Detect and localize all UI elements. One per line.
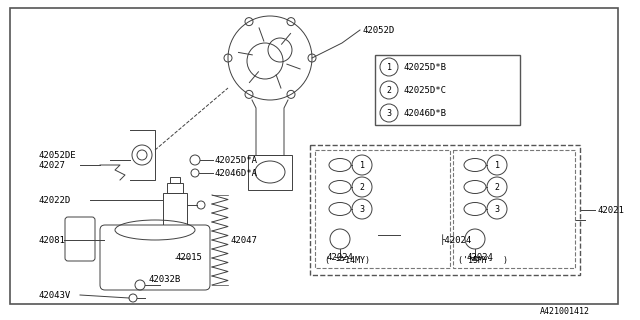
FancyBboxPatch shape bbox=[65, 217, 95, 261]
Text: 1: 1 bbox=[360, 161, 365, 170]
Bar bbox=[310, 145, 580, 275]
Text: 42022D: 42022D bbox=[38, 196, 70, 204]
Text: 3: 3 bbox=[495, 204, 499, 213]
Bar bbox=[453, 150, 575, 268]
Bar bbox=[167, 183, 183, 193]
Text: 42027: 42027 bbox=[38, 161, 65, 170]
Text: A421001412: A421001412 bbox=[540, 308, 590, 316]
Text: ('15MY-  ): ('15MY- ) bbox=[458, 255, 508, 265]
Text: 3: 3 bbox=[360, 204, 365, 213]
Text: 42025D*B: 42025D*B bbox=[403, 62, 446, 71]
Text: 42025D*C: 42025D*C bbox=[403, 85, 446, 94]
Bar bbox=[375, 55, 520, 125]
Text: 42046D*B: 42046D*B bbox=[403, 108, 446, 117]
Text: 1: 1 bbox=[387, 62, 392, 71]
Text: 3: 3 bbox=[387, 108, 392, 117]
Text: 2: 2 bbox=[360, 182, 365, 191]
Text: 1: 1 bbox=[495, 161, 499, 170]
Text: ├42024: ├42024 bbox=[440, 235, 472, 245]
Text: 42043V: 42043V bbox=[38, 291, 70, 300]
Text: 42021: 42021 bbox=[598, 205, 625, 214]
Bar bbox=[170, 177, 180, 183]
Text: 42046D*A: 42046D*A bbox=[214, 169, 257, 178]
Text: 42047: 42047 bbox=[230, 236, 257, 244]
Text: 42025D*A: 42025D*A bbox=[214, 156, 257, 164]
Text: 42081: 42081 bbox=[38, 236, 65, 244]
Text: 2: 2 bbox=[387, 85, 392, 94]
Bar bbox=[163, 193, 187, 231]
Text: 42015: 42015 bbox=[175, 253, 202, 262]
Bar bbox=[248, 155, 292, 190]
Text: 42032B: 42032B bbox=[148, 276, 180, 284]
Bar bbox=[315, 150, 450, 268]
Text: 42052DE: 42052DE bbox=[38, 150, 76, 159]
Text: 42024: 42024 bbox=[467, 253, 493, 262]
Text: ( -'14MY): ( -'14MY) bbox=[325, 255, 370, 265]
Text: 42024: 42024 bbox=[326, 253, 353, 262]
Text: 42052D: 42052D bbox=[362, 26, 394, 35]
FancyBboxPatch shape bbox=[100, 225, 210, 290]
Text: 2: 2 bbox=[495, 182, 499, 191]
